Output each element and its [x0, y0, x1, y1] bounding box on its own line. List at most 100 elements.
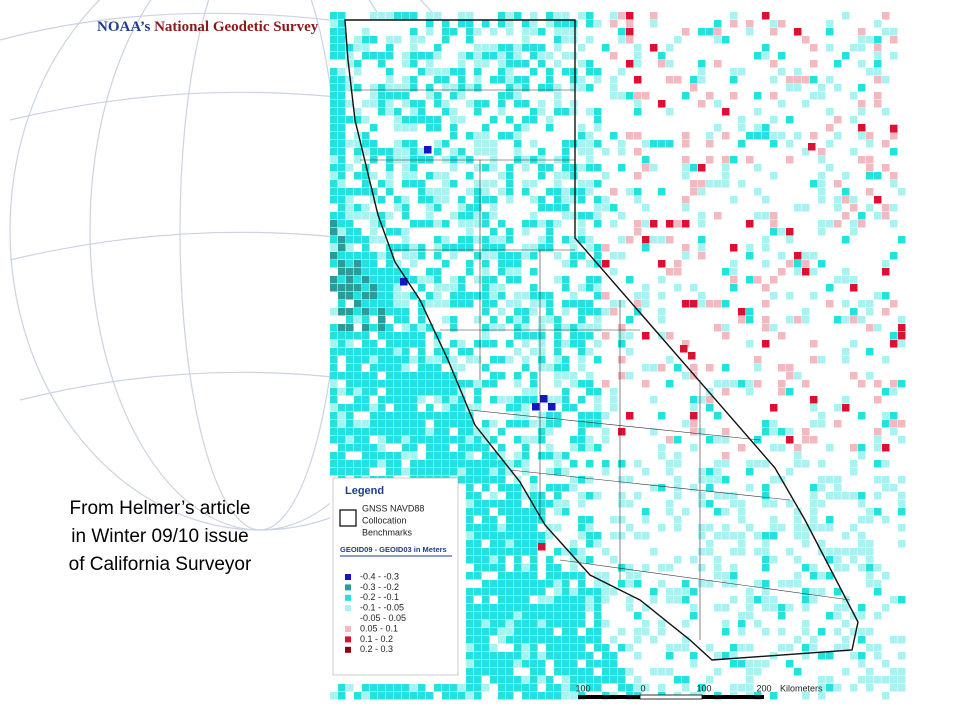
map-cell [530, 28, 538, 36]
map-cell [370, 36, 378, 44]
map-cell [898, 436, 906, 444]
map-cell [770, 76, 778, 84]
legend-label: 0.1 - 0.2 [360, 634, 393, 644]
map-cell [778, 644, 786, 652]
map-cell [354, 284, 362, 292]
map-cell [706, 476, 714, 484]
map-cell [466, 348, 474, 356]
map-cell [490, 564, 498, 572]
map-cell [874, 292, 882, 300]
map-cell [354, 132, 362, 140]
map-cell [626, 500, 634, 508]
map-cell [538, 676, 546, 684]
map-cell [474, 404, 482, 412]
map-cell [682, 372, 690, 380]
map-cell [658, 580, 666, 588]
map-cell [874, 492, 882, 500]
map-cell [698, 76, 706, 84]
map-cell [474, 76, 482, 84]
map-cell [786, 372, 794, 380]
map-cell [330, 76, 338, 84]
map-cell [402, 348, 410, 356]
map-cell [562, 500, 570, 508]
map-cell [562, 388, 570, 396]
map-cell [498, 100, 506, 108]
map-cell [434, 284, 442, 292]
map-cell [882, 444, 890, 452]
map-cell [458, 292, 466, 300]
map-cell [842, 564, 850, 572]
map-cell [658, 316, 666, 324]
map-cell [394, 36, 402, 44]
map-cell [818, 420, 826, 428]
map-cell [898, 188, 906, 196]
map-cell [458, 60, 466, 68]
map-cell [338, 372, 346, 380]
map-cell [698, 100, 706, 108]
map-cell [698, 252, 706, 260]
map-cell [842, 620, 850, 628]
map-cell [474, 548, 482, 556]
map-cell [850, 372, 858, 380]
map-cell [370, 12, 378, 20]
map-cell [562, 212, 570, 220]
map-cell [642, 532, 650, 540]
map-cell [410, 388, 418, 396]
map-cell [522, 436, 530, 444]
map-cell [354, 108, 362, 116]
map-cell [442, 36, 450, 44]
map-cell [362, 276, 370, 284]
map-cell [570, 484, 578, 492]
map-cell [434, 380, 442, 388]
map-cell [666, 436, 674, 444]
map-cell [482, 20, 490, 28]
map-cell [450, 396, 458, 404]
map-cell [594, 180, 602, 188]
map-cell [482, 364, 490, 372]
map-cell [330, 148, 338, 156]
map-cell [506, 620, 514, 628]
map-cell [426, 372, 434, 380]
map-cell [362, 420, 370, 428]
map-cell [522, 340, 530, 348]
map-cell [506, 252, 514, 260]
map-cell [658, 412, 666, 420]
map-cell [402, 308, 410, 316]
map-cell [530, 476, 538, 484]
map-cell [562, 364, 570, 372]
map-cell [370, 268, 378, 276]
map-cell [362, 460, 370, 468]
map-cell [538, 28, 546, 36]
map-cell [602, 204, 610, 212]
map-cell [402, 12, 410, 20]
map-cell [498, 612, 506, 620]
map-cell [378, 348, 386, 356]
map-cell [354, 364, 362, 372]
map-cell [714, 180, 722, 188]
map-cell [522, 572, 530, 580]
map-cell [834, 564, 842, 572]
map-cell [834, 116, 842, 124]
map-cell [514, 452, 522, 460]
map-cell [818, 84, 826, 92]
map-cell [610, 204, 618, 212]
map-cell [418, 388, 426, 396]
map-cell [690, 76, 698, 84]
map-cell [426, 444, 434, 452]
map-cell [866, 68, 874, 76]
map-cell [586, 372, 594, 380]
map-cell [394, 468, 402, 476]
map-cell [658, 452, 666, 460]
map-cell [466, 508, 474, 516]
map-cell [530, 348, 538, 356]
map-cell [762, 132, 770, 140]
map-cell [402, 236, 410, 244]
map-cell [578, 428, 586, 436]
map-cell [498, 524, 506, 532]
map-cell [538, 652, 546, 660]
map-cell [346, 428, 354, 436]
map-cell [410, 428, 418, 436]
map-cell [458, 684, 466, 692]
map-cell [578, 588, 586, 596]
map-cell [858, 628, 866, 636]
